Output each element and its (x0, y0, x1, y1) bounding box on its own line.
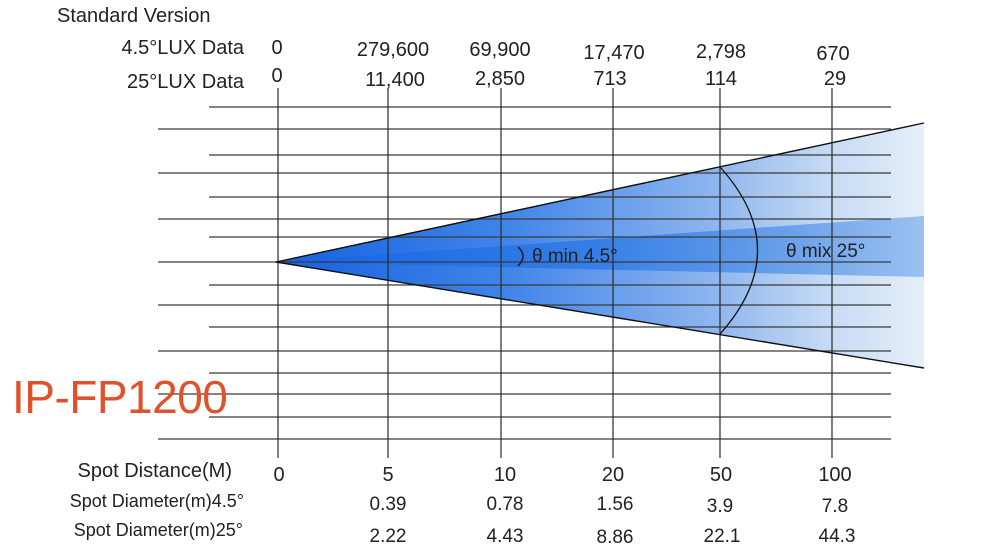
lux45-value: 2,798 (695, 41, 747, 63)
mix-angle-label: θ mix 25° (786, 241, 866, 262)
lux25-value: 713 (593, 68, 627, 90)
lux25-value: 114 (705, 68, 737, 90)
diameter-45-value: 1.56 (596, 494, 634, 515)
diameter-25-value: 2.22 (369, 526, 407, 547)
distance-value: 50 (709, 464, 733, 486)
diagram-title: Standard Version (57, 5, 211, 27)
angle-arc-45 (517, 246, 524, 267)
lux45-row-label: 4.5°LUX Data (121, 37, 244, 59)
product-model: IP-FP1200 (12, 371, 228, 423)
lux25-value: 2,850 (474, 68, 526, 90)
beam-edges (275, 122, 925, 369)
distance-value: 10 (493, 464, 517, 486)
lux25-value: 11,400 (365, 69, 425, 91)
diameter-45-value: 3.9 (706, 496, 734, 517)
lux25-value: 0 (271, 65, 283, 87)
lux45-value: 17,470 (583, 42, 645, 64)
lux45-value: 279,600 (356, 39, 430, 61)
diameter-25-value: 22.1 (703, 526, 741, 547)
lux25-value: 29 (823, 68, 847, 90)
grid-short-lines (209, 106, 891, 418)
spot-diameter-45-label: Spot Diameter(m)4.5° (69, 491, 244, 511)
distance-value: 0 (273, 464, 285, 486)
spot-distance-label: Spot Distance(M) (77, 460, 233, 482)
lux45-value: 69,900 (469, 39, 531, 61)
lux45-value: 0 (271, 37, 283, 59)
min-angle-label: θ min 4.5° (532, 246, 618, 267)
distance-value: 5 (382, 464, 394, 486)
diameter-45-value: 0.39 (369, 494, 407, 515)
diameter-25-value: 44.3 (818, 526, 856, 547)
grid-vertical-lines (277, 88, 833, 458)
angle-arc-25 (719, 166, 758, 335)
diameter-25-value: 4.43 (486, 526, 524, 547)
spot-diameter-25-label: Spot Diameter(m)25° (73, 520, 243, 540)
diameter-25-value: 8.86 (596, 527, 634, 548)
diameter-45-value: 0.78 (486, 494, 524, 515)
lux45-value: 670 (816, 43, 850, 65)
distance-value: 20 (601, 464, 625, 486)
diameter-45-value: 7.8 (821, 496, 849, 517)
lux25-row-label: 25°LUX Data (127, 71, 244, 93)
distance-value: 100 (818, 464, 852, 486)
